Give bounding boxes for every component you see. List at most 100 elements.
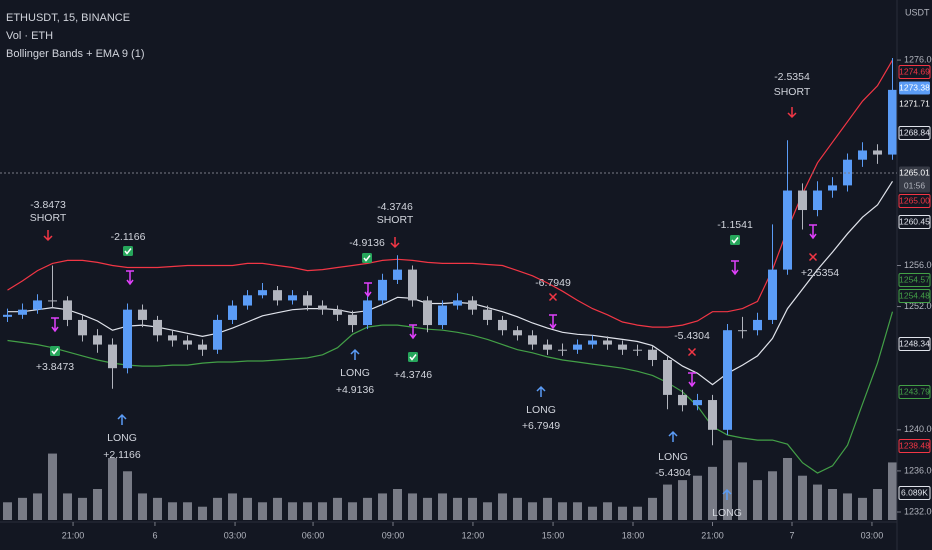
candle-body — [333, 309, 342, 315]
volume-bar — [363, 497, 372, 520]
candle-body — [888, 89, 897, 155]
volume-bar — [708, 466, 717, 520]
candle-body — [243, 295, 252, 306]
candle-body — [198, 344, 207, 350]
candle-body — [708, 400, 717, 430]
signal-label: -5.4304 — [674, 330, 710, 342]
volume-bar — [228, 493, 237, 520]
short-arrow — [787, 107, 797, 119]
signal-label: +2.5354 — [801, 267, 839, 279]
price-badge-label: 1238.48 — [899, 440, 930, 450]
candle-body — [558, 349, 567, 351]
long-arrow — [668, 430, 678, 442]
candle-body — [723, 330, 732, 430]
candle-body — [663, 359, 672, 395]
candle-body — [678, 394, 687, 406]
volume-bar — [693, 475, 702, 520]
candle-body — [423, 300, 432, 326]
volume-bar — [183, 502, 192, 520]
volume-bar — [543, 497, 552, 520]
candle-body — [363, 300, 372, 326]
candle-body — [123, 309, 132, 369]
signal-label: LONG — [658, 451, 688, 463]
volume-bar — [3, 502, 12, 520]
y-tick-label: 1232.00 — [904, 506, 932, 516]
candle-body — [813, 190, 822, 211]
volume-bar — [93, 488, 102, 520]
price-badge — [898, 215, 931, 229]
candle-body — [573, 344, 582, 350]
x-tick-label: 21:00 — [701, 530, 724, 540]
exit-marker — [409, 324, 417, 340]
exit-x — [687, 347, 697, 357]
price-badge-label: 1254.57 — [899, 274, 930, 284]
volume-bar — [588, 506, 597, 520]
signal-label: -4.3746 — [377, 201, 413, 213]
indicator-legend[interactable]: Bollinger Bands + EMA 9 (1) — [6, 48, 145, 60]
candle-body — [348, 314, 357, 326]
signal-label: +2.1166 — [103, 449, 141, 461]
candle-body — [618, 344, 627, 350]
price-badge — [899, 166, 930, 193]
candle-body — [438, 305, 447, 326]
x-tick-label: 12:00 — [462, 530, 485, 540]
candle-body — [468, 300, 477, 310]
volume-legend[interactable]: Vol · ETH — [6, 30, 53, 42]
volume-bar — [498, 493, 507, 520]
candle-body — [738, 330, 747, 332]
candle-body — [408, 269, 417, 301]
signal-label: -1.1541 — [717, 219, 753, 231]
candle-body — [303, 295, 312, 306]
volume-bar — [843, 493, 852, 520]
volume-bar — [483, 502, 492, 520]
volume-bar — [123, 471, 132, 520]
candle-body — [3, 314, 12, 317]
indicator-line — [7, 311, 894, 474]
volume-bar — [78, 497, 87, 520]
signal-label: -3.8473 — [30, 199, 66, 211]
candle-body — [183, 340, 192, 345]
symbol-title[interactable]: ETHUSDT, 15, BINANCE — [6, 12, 130, 24]
candle-body — [273, 290, 282, 301]
exit-marker — [731, 260, 739, 276]
volume-bar — [468, 497, 477, 520]
x-tick-label: 6 — [152, 530, 157, 540]
volume-bar — [138, 493, 147, 520]
exit-x — [548, 292, 558, 302]
volume-bar — [273, 497, 282, 520]
candle-body — [843, 159, 852, 186]
price-badge — [898, 337, 931, 351]
volume-bar — [288, 502, 297, 520]
x-tick-label: 09:00 — [382, 530, 405, 540]
signal-label: +3.8473 — [36, 361, 74, 373]
price-badge — [898, 65, 931, 79]
candle-body — [213, 319, 222, 350]
check-mark — [124, 248, 132, 255]
candle-body — [858, 150, 867, 160]
candle-body — [528, 335, 537, 345]
x-tick-label: 7 — [789, 530, 794, 540]
exit-marker — [809, 224, 817, 240]
currency-label[interactable]: USDT — [905, 7, 930, 17]
price-badge — [899, 81, 930, 95]
candle-body — [63, 300, 72, 320]
price-badge — [899, 97, 930, 111]
volume-bar — [213, 497, 222, 520]
volume-bar — [618, 506, 627, 520]
price-badge-label: 1265.01 — [899, 167, 930, 177]
volume-bar — [753, 480, 762, 520]
y-tick-label: 1240.00 — [904, 424, 932, 434]
volume-bar — [303, 502, 312, 520]
volume-bar — [438, 493, 447, 520]
signal-label: -6.7949 — [535, 277, 571, 289]
candle-body — [378, 279, 387, 301]
price-badge — [898, 289, 931, 303]
volume-bar — [828, 488, 837, 520]
volume-bar — [573, 502, 582, 520]
signal-label: -5.4304 — [655, 467, 691, 479]
candle-body — [318, 305, 327, 310]
price-badge-label: 1265.00 — [899, 195, 930, 205]
volume-bar — [783, 457, 792, 520]
volume-bar — [108, 457, 117, 520]
